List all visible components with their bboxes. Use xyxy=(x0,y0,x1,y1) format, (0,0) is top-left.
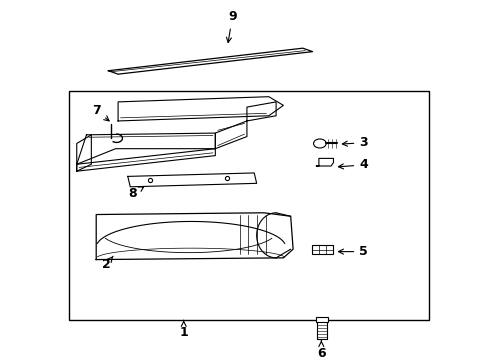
Text: 5: 5 xyxy=(338,245,367,258)
Polygon shape xyxy=(127,173,256,187)
Text: 3: 3 xyxy=(342,136,367,149)
Text: 8: 8 xyxy=(128,186,143,200)
Text: 1: 1 xyxy=(179,320,188,339)
Text: 9: 9 xyxy=(226,10,236,42)
Text: 4: 4 xyxy=(338,158,367,171)
Polygon shape xyxy=(108,48,312,74)
Polygon shape xyxy=(77,133,215,164)
Text: 6: 6 xyxy=(316,341,325,360)
Polygon shape xyxy=(96,213,292,260)
Polygon shape xyxy=(316,158,333,166)
Bar xyxy=(311,245,333,255)
Bar xyxy=(316,317,327,322)
Text: 2: 2 xyxy=(102,256,113,271)
Text: 7: 7 xyxy=(92,104,109,121)
Polygon shape xyxy=(215,121,246,149)
Polygon shape xyxy=(77,135,91,171)
Bar xyxy=(69,91,428,320)
Polygon shape xyxy=(77,149,215,171)
Polygon shape xyxy=(246,102,276,121)
Circle shape xyxy=(313,139,325,148)
Polygon shape xyxy=(118,97,283,121)
